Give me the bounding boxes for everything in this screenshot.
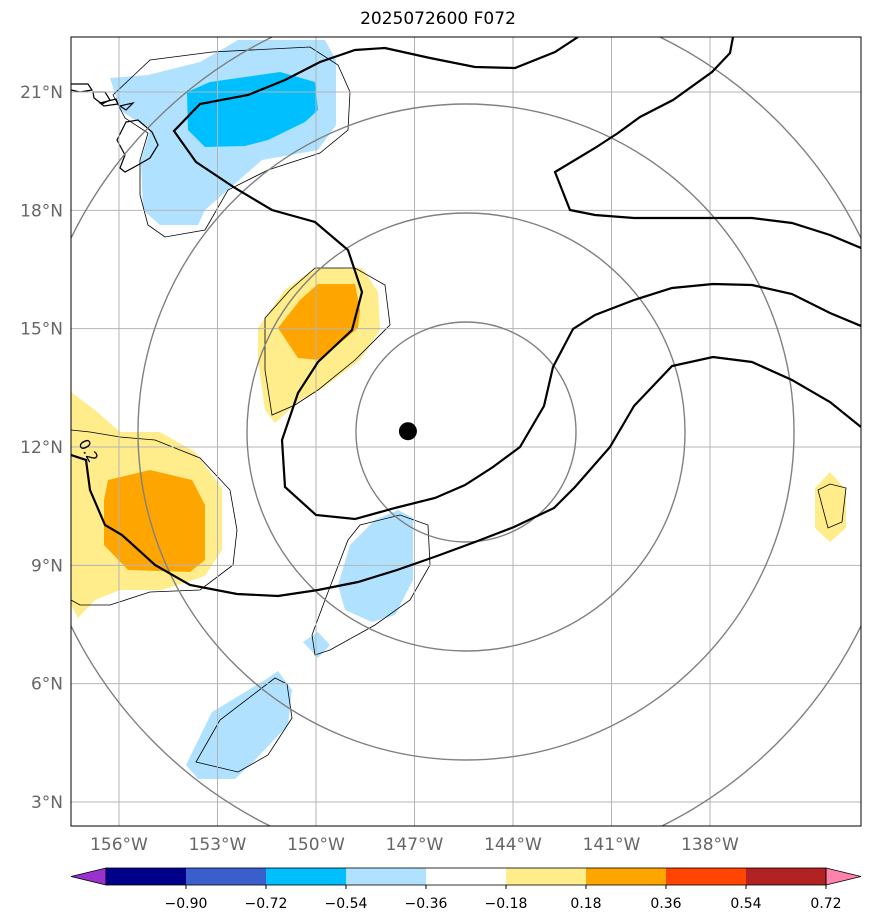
latitude-label: 12°N <box>20 438 63 458</box>
colorbar-segment <box>586 868 667 885</box>
longitude-label: 150°W <box>287 835 345 855</box>
thick-contour <box>71 355 861 598</box>
longitude-label: 144°W <box>484 835 542 855</box>
island-coastline <box>71 83 94 93</box>
longitude-label: 156°W <box>90 835 148 855</box>
colorbar-segment <box>666 868 747 885</box>
thin-contour <box>195 677 293 773</box>
thick-contour <box>172 37 861 521</box>
longitude-label: 153°W <box>189 835 247 855</box>
range-rings <box>71 37 861 826</box>
colorbar-extend-low <box>70 867 107 886</box>
island-coastline <box>98 98 119 107</box>
colorbar-tick-label: 0.72 <box>810 896 841 912</box>
colorbar-segment <box>746 868 827 885</box>
range-ring <box>246 212 686 652</box>
longitude-label: 147°W <box>386 835 444 855</box>
longitude-label: 138°W <box>681 835 739 855</box>
colorbar-extend-high <box>825 867 862 886</box>
colorbar-tick-label: 0.18 <box>570 896 601 912</box>
colorbar-segment <box>426 868 507 885</box>
colorbar-tick-label: 0.54 <box>730 896 761 912</box>
colorbar: −0.90 −0.72 −0.54 −0.36 −0.18 0.18 0.36 0.54 0.7… <box>70 867 862 912</box>
graticule <box>71 37 861 826</box>
plot-area: 0.2 <box>71 37 861 826</box>
range-ring <box>137 103 795 761</box>
latitude-label: 15°N <box>20 320 63 340</box>
longitude-labels: 156°W 153°W 150°W 147°W 144°W 141°W 138°W <box>90 835 739 855</box>
colorbar-segment <box>346 868 427 885</box>
negative-anomaly-core <box>187 72 318 147</box>
positive-anomaly-east <box>815 472 846 542</box>
colorbar-segment <box>266 868 347 885</box>
latitude-labels: 21°N 18°N 15°N 12°N 9°N 6°N 3°N <box>20 83 63 813</box>
latitude-label: 9°N <box>31 556 63 576</box>
map-title: 2025072600 F072 <box>360 9 516 29</box>
colorbar-segment <box>186 868 267 885</box>
negative-anomaly-south <box>338 510 413 622</box>
thin-contour <box>817 483 847 529</box>
latitude-label: 21°N <box>20 83 63 103</box>
range-ring <box>355 321 577 543</box>
longitude-label: 141°W <box>583 835 641 855</box>
colorbar-tick-label: −0.36 <box>405 896 448 912</box>
colorbar-tick-label: 0.36 <box>650 896 681 912</box>
storm-center-marker <box>398 422 417 441</box>
island-coastline <box>118 101 135 111</box>
positive-anomaly-core-west <box>104 470 205 572</box>
thin-contour <box>71 429 238 606</box>
thick-contours <box>71 37 861 598</box>
thin-contour <box>311 514 431 656</box>
colorbar-tick-label: −0.18 <box>485 896 528 912</box>
colorbar-tick-label: −0.54 <box>325 896 368 912</box>
colorbar-segment <box>106 868 187 885</box>
latitude-label: 6°N <box>31 675 63 695</box>
plot-frame <box>70 36 862 827</box>
thin-contour <box>112 46 351 238</box>
colorbar-tick-label: −0.72 <box>245 896 288 912</box>
latitude-label: 3°N <box>31 793 63 813</box>
thin-contours <box>71 46 847 773</box>
negative-anomaly-far-south <box>186 671 292 779</box>
latitude-label: 18°N <box>20 201 63 221</box>
thick-contour <box>553 37 861 250</box>
colorbar-tick-label: −0.90 <box>165 896 208 912</box>
thin-contour <box>264 267 391 416</box>
colorbar-segment <box>506 868 587 885</box>
colorbar-frame <box>105 867 827 886</box>
